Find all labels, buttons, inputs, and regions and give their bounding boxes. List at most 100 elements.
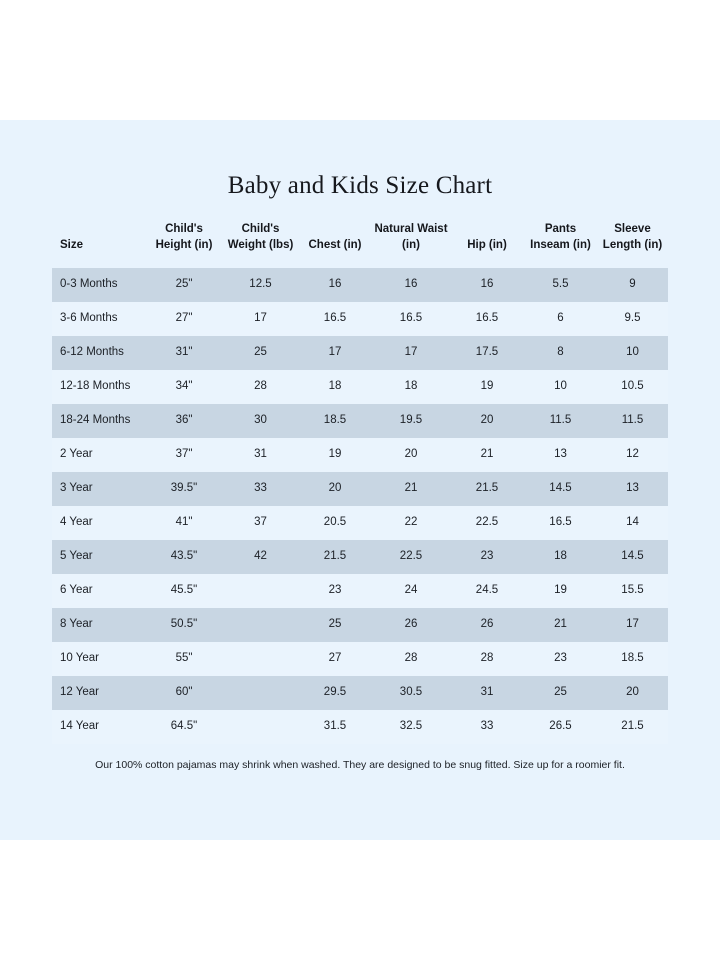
cell-measurement: 19	[450, 369, 524, 404]
cell-measurement: 22.5	[372, 539, 450, 574]
column-header-child-weight: Child's Weight (lbs)	[227, 223, 294, 251]
cell-size: 14 Year	[52, 709, 145, 744]
cell-size: 10 Year	[52, 641, 145, 676]
table-row: 2 Year 37" 31 19 20 21 13 12	[52, 437, 668, 472]
cell-measurement: 18.5	[597, 641, 668, 676]
cell-measurement: 16	[372, 267, 450, 302]
column-header-pants-inseam: Pants Inseam (in)	[530, 223, 591, 251]
chart-panel: Baby and Kids Size Chart Size Child's He…	[0, 120, 720, 840]
table-row: 8 Year 50.5" 25 26 26 21 17	[52, 607, 668, 642]
cell-measurement: 18	[298, 369, 372, 404]
cell-measurement	[223, 709, 298, 744]
cell-measurement: 17	[223, 301, 298, 336]
cell-size: 3 Year	[52, 471, 145, 506]
cell-measurement: 11.5	[524, 403, 597, 438]
cell-measurement: 25	[298, 607, 372, 642]
cell-measurement: 21.5	[450, 471, 524, 506]
cell-measurement: 17	[372, 335, 450, 370]
cell-measurement: 28	[450, 641, 524, 676]
cell-measurement: 14.5	[524, 471, 597, 506]
cell-measurement: 30.5	[372, 675, 450, 710]
cell-measurement: 20	[597, 675, 668, 710]
cell-measurement	[223, 675, 298, 710]
table-row: 3-6 Months 27" 17 16.5 16.5 16.5 6 9.5	[52, 301, 668, 336]
cell-measurement: 18	[372, 369, 450, 404]
cell-size: 6-12 Months	[52, 335, 145, 370]
size-table-container: Size Child's Height (in) Child's Weight …	[52, 200, 668, 744]
cell-measurement: 13	[524, 437, 597, 472]
table-body: 0-3 Months 25" 12.5 16 16 16 5.5 9 3-6 Months 27"…	[52, 267, 668, 744]
cell-measurement: 20.5	[298, 505, 372, 540]
table-row: 12-18 Months 34" 28 18 18 19 10 10.5	[52, 369, 668, 404]
table-row: 6 Year 45.5" 23 24 24.5 19 15.5	[52, 573, 668, 608]
cell-measurement: 9	[597, 267, 668, 302]
cell-measurement: 29.5	[298, 675, 372, 710]
column-header-chest: Chest (in)	[308, 238, 362, 251]
cell-measurement: 10	[524, 369, 597, 404]
cell-measurement: 31	[223, 437, 298, 472]
cell-measurement: 27"	[145, 301, 223, 336]
cell-measurement: 16.5	[298, 301, 372, 336]
cell-measurement: 24	[372, 573, 450, 608]
cell-measurement: 30	[223, 403, 298, 438]
cell-measurement: 19	[298, 437, 372, 472]
cell-measurement: 22.5	[450, 505, 524, 540]
cell-size: 6 Year	[52, 573, 145, 608]
cell-measurement: 64.5"	[145, 709, 223, 744]
cell-measurement: 17	[298, 335, 372, 370]
column-header-natural-waist: Natural Waist (in)	[374, 223, 448, 251]
cell-size: 0-3 Months	[52, 267, 145, 302]
column-header-child-height: Child's Height (in)	[155, 223, 213, 251]
cell-measurement	[223, 641, 298, 676]
cell-measurement: 22	[372, 505, 450, 540]
table-row: 0-3 Months 25" 12.5 16 16 16 5.5 9	[52, 267, 668, 302]
cell-measurement: 19	[524, 573, 597, 608]
cell-measurement: 37"	[145, 437, 223, 472]
cell-measurement: 45.5"	[145, 573, 223, 608]
table-row: 18-24 Months 36" 30 18.5 19.5 20 11.5 11.5	[52, 403, 668, 438]
cell-measurement: 21	[372, 471, 450, 506]
cell-measurement: 10	[597, 335, 668, 370]
cell-measurement: 16.5	[524, 505, 597, 540]
cell-measurement: 21.5	[597, 709, 668, 744]
cell-measurement: 17	[597, 607, 668, 642]
page-title: Baby and Kids Size Chart	[227, 172, 493, 199]
cell-measurement: 21	[524, 607, 597, 642]
cell-measurement: 9.5	[597, 301, 668, 336]
cell-measurement: 16.5	[450, 301, 524, 336]
size-chart-table: Size Child's Height (in) Child's Weight …	[52, 216, 668, 744]
cell-size: 5 Year	[52, 539, 145, 574]
cell-measurement: 36"	[145, 403, 223, 438]
table-row: 12 Year 60" 29.5 30.5 31 25 20	[52, 675, 668, 710]
cell-measurement: 16	[450, 267, 524, 302]
cell-measurement: 25	[524, 675, 597, 710]
cell-size: 3-6 Months	[52, 301, 145, 336]
cell-size: 2 Year	[52, 437, 145, 472]
cell-measurement: 50.5"	[145, 607, 223, 642]
cell-measurement: 23	[450, 539, 524, 574]
cell-size: 12 Year	[52, 675, 145, 710]
cell-measurement: 27	[298, 641, 372, 676]
column-header-size: Size	[60, 238, 84, 251]
cell-measurement: 10.5	[597, 369, 668, 404]
table-row: 4 Year 41" 37 20.5 22 22.5 16.5 14	[52, 505, 668, 540]
cell-measurement: 20	[450, 403, 524, 438]
cell-measurement: 26.5	[524, 709, 597, 744]
cell-measurement: 31.5	[298, 709, 372, 744]
cell-measurement: 21.5	[298, 539, 372, 574]
cell-measurement: 12	[597, 437, 668, 472]
cell-measurement: 26	[372, 607, 450, 642]
cell-measurement: 26	[450, 607, 524, 642]
cell-measurement: 25	[223, 335, 298, 370]
cell-measurement: 33	[223, 471, 298, 506]
cell-measurement: 19.5	[372, 403, 450, 438]
cell-measurement: 23	[524, 641, 597, 676]
table-row: 14 Year 64.5" 31.5 32.5 33 26.5 21.5	[52, 709, 668, 744]
cell-measurement: 14	[597, 505, 668, 540]
cell-measurement: 33	[450, 709, 524, 744]
table-row: 10 Year 55" 27 28 28 23 18.5	[52, 641, 668, 676]
cell-measurement: 23	[298, 573, 372, 608]
cell-measurement: 18	[524, 539, 597, 574]
cell-measurement: 8	[524, 335, 597, 370]
